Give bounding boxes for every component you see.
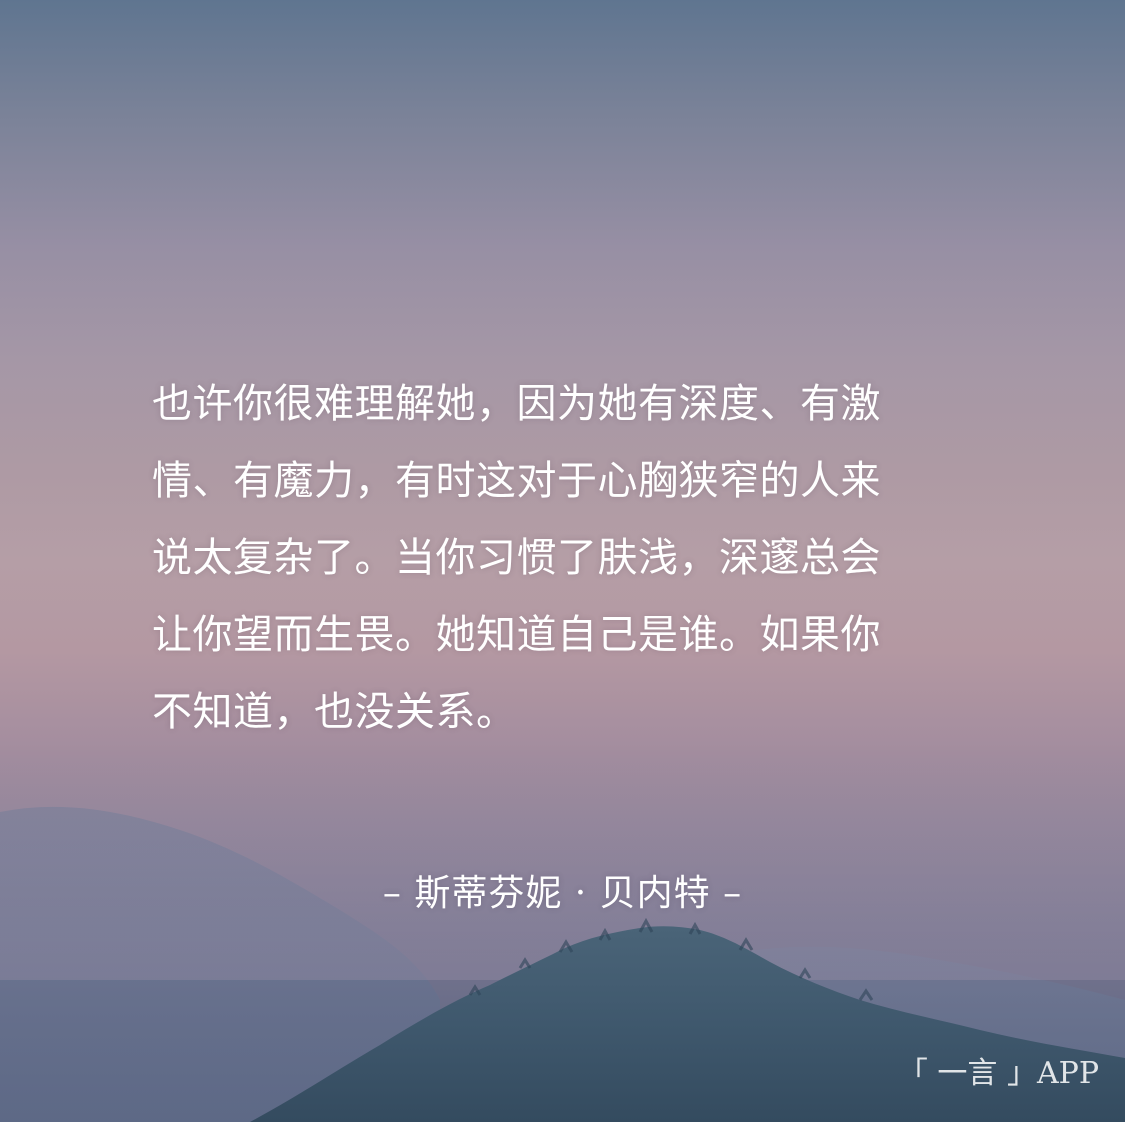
quote-line: 说太复杂了。当你习惯了肤浅，深邃总会 <box>152 535 881 581</box>
quote-line: 情、有魔力，有时这对于心胸狭窄的人来 <box>152 458 881 504</box>
quote-author: – 斯蒂芬妮 · 贝内特 – <box>382 873 743 914</box>
quote-line: 让你望而生畏。她知道自己是谁。如果你 <box>152 612 881 658</box>
mist-band <box>0 760 1125 980</box>
quote-line: 也许你很难理解她，因为她有深度、有激 <box>152 381 881 427</box>
quote-line: 不知道，也没关系。 <box>152 689 517 735</box>
tree-texture <box>468 917 874 1001</box>
quote-text: 也许你很难理解她，因为她有深度、有激 情、有魔力，有时这对于心胸狭窄的人来 说太… <box>152 366 964 751</box>
app-brand-watermark: 「 一言 」APP <box>897 1056 1099 1091</box>
near-mountain <box>250 926 1125 1122</box>
